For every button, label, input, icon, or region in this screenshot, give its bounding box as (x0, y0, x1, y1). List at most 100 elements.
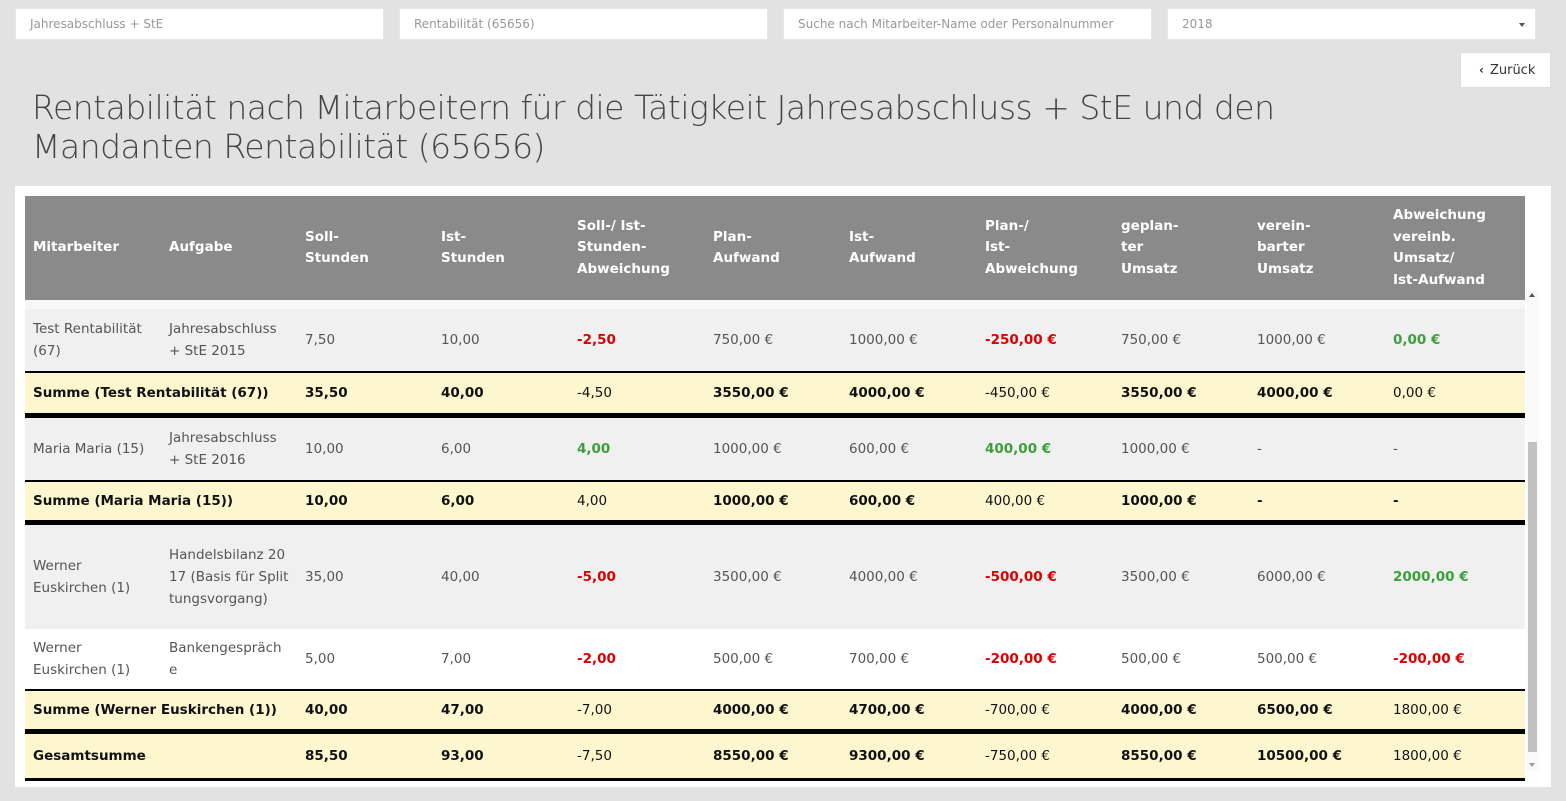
col-header-mitarbeiter[interactable]: Mitarbeiter (25, 196, 161, 300)
year-select[interactable]: 2018 (1167, 8, 1536, 40)
col-header-label: Umsatz/ (1393, 250, 1455, 266)
col-header-label: Soll-/ Ist- (577, 217, 646, 234)
cell-geplanter-umsatz: 3500,00 € (1113, 522, 1249, 629)
col-header-label: Stunden (305, 250, 369, 266)
scroll-down-arrow-icon[interactable] (1529, 763, 1535, 767)
col-header-label: Stunden- (577, 239, 647, 256)
employee-search-input[interactable] (798, 10, 1137, 38)
cell-umsatz-abweichung: -200,00 € (1385, 629, 1525, 690)
cell-vereinbarter-umsatz: 10500,00 € (1249, 730, 1385, 781)
cell-plan-aufwand: 1000,00 € (705, 415, 841, 481)
sum-row: Summe (Test Rentabilität (67)) 35,50 40,… (25, 371, 1525, 418)
cell-geplanter-umsatz: 1000,00 € (1113, 480, 1249, 525)
cell-total-label: Gesamtsumme (25, 730, 297, 781)
col-header-ist-stunden[interactable]: Ist- Stunden (433, 196, 569, 300)
client-filter-value: Rentabilität (65656) (414, 17, 535, 31)
cell-soll-stunden: 35,50 (297, 371, 433, 418)
cell-mitarbeiter: Maria Maria (15) (25, 415, 161, 481)
cell-aufwand-abweichung: 400,00 € (977, 415, 1113, 481)
back-button[interactable]: ‹ Zurück (1460, 52, 1551, 88)
table-row[interactable]: Maria Maria (15) Jahresabschluss + StE 2… (25, 415, 1525, 481)
col-header-label: Umsatz (1257, 260, 1314, 277)
cell-soll-stunden: 10,00 (297, 415, 433, 481)
cell-soll-stunden: 5,00 (297, 629, 433, 690)
cell-vereinbarter-umsatz: 6000,00 € (1249, 522, 1385, 629)
col-header-label: ter (1121, 239, 1144, 256)
cell-ist-stunden: 10,00 (433, 309, 569, 372)
cell-umsatz-abweichung: - (1385, 480, 1525, 525)
col-header-stunden-abweichung[interactable]: Soll-/ Ist- Stunden- Abweichung (569, 196, 705, 300)
table-scroll-area[interactable]: Mitarbeiter Aufgabe Soll- Stunden Ist- Stu… (25, 196, 1526, 781)
cell-vereinbarter-umsatz: 6500,00 € (1249, 689, 1385, 734)
col-header-umsatz-abweichung[interactable]: Abweichung vereinb. Umsatz/Ist-Aufwand (1385, 196, 1525, 300)
cell-stunden-abweichung: 4,00 (569, 415, 705, 481)
col-header-label: Ist- (985, 239, 1011, 256)
col-header-label: Abweichung (985, 260, 1078, 277)
client-filter-input[interactable]: Rentabilität (65656) (399, 8, 768, 40)
col-header-aufwand-abweichung[interactable]: Plan-/ Ist- Abweichung (977, 196, 1113, 300)
cell-sum-label: Summe (Maria Maria (15)) (25, 480, 297, 525)
cell-ist-aufwand: 600,00 € (841, 480, 977, 525)
cell-aufgabe: Jahresabschluss + StE 2016 (161, 415, 297, 481)
cell-ist-aufwand: 4000,00 € (841, 522, 977, 629)
header-spacer (25, 300, 1525, 309)
scroll-up-arrow-icon[interactable] (1529, 293, 1535, 297)
col-header-label: Soll- (305, 228, 339, 245)
cell-soll-stunden: 7,50 (297, 309, 433, 372)
col-header-geplanter-umsatz[interactable]: geplan-ter Umsatz (1113, 196, 1249, 300)
col-header-vereinbarter-umsatz[interactable]: verein-barter Umsatz (1249, 196, 1385, 300)
cell-aufwand-abweichung: -200,00 € (977, 629, 1113, 690)
cell-stunden-abweichung: -2,00 (569, 629, 705, 690)
chevron-down-icon (1519, 23, 1525, 27)
table-scrollbar[interactable] (1526, 290, 1539, 771)
col-header-ist-aufwand[interactable]: Ist- Aufwand (841, 196, 977, 300)
cell-ist-aufwand: 4700,00 € (841, 689, 977, 734)
cell-vereinbarter-umsatz: - (1249, 480, 1385, 525)
col-header-label: Abweichung (577, 260, 670, 277)
col-header-aufgabe[interactable]: Aufgabe (161, 196, 297, 300)
col-header-label: Plan-/ (985, 217, 1029, 234)
cell-plan-aufwand: 8550,00 € (705, 730, 841, 781)
col-header-label: Ist- (849, 228, 875, 245)
activity-filter-input[interactable]: Jahresabschluss + StE (15, 8, 384, 40)
cell-vereinbarter-umsatz: 500,00 € (1249, 629, 1385, 690)
table-row[interactable]: Werner Euskirchen (1) Bankengespräche 5,… (25, 629, 1525, 690)
cell-ist-stunden: 40,00 (433, 371, 569, 418)
col-header-label: Ist-Aufwand (1393, 271, 1485, 288)
cell-ist-stunden: 7,00 (433, 629, 569, 690)
cell-aufwand-abweichung: 400,00 € (977, 480, 1113, 525)
spacer-cell (25, 300, 1525, 309)
cell-umsatz-abweichung: 0,00 € (1385, 309, 1525, 372)
cell-geplanter-umsatz: 500,00 € (1113, 629, 1249, 690)
total-row: Gesamtsumme 85,50 93,00 -7,50 8550,00 € … (25, 730, 1525, 781)
cell-mitarbeiter: Werner Euskirchen (1) (25, 522, 161, 629)
sum-row: Summe (Werner Euskirchen (1)) 40,00 47,0… (25, 689, 1525, 734)
cell-plan-aufwand: 750,00 € (705, 309, 841, 372)
employee-search-field[interactable] (783, 8, 1152, 40)
col-header-soll-stunden[interactable]: Soll- Stunden (297, 196, 433, 300)
cell-ist-aufwand: 600,00 € (841, 415, 977, 481)
cell-stunden-abweichung: -2,50 (569, 309, 705, 372)
scrollbar-thumb[interactable] (1528, 442, 1537, 752)
cell-stunden-abweichung: 4,00 (569, 480, 705, 525)
table-row[interactable]: Werner Euskirchen (1) Handelsbilanz 2017… (25, 522, 1525, 629)
back-button-label: Zurück (1489, 63, 1536, 78)
cell-stunden-abweichung: -7,00 (569, 689, 705, 734)
table-row[interactable]: Test Rentabilität (67) Jahresabschluss +… (25, 309, 1525, 372)
col-header-label: Mitarbeiter (33, 239, 119, 256)
cell-umsatz-abweichung: 1800,00 € (1385, 730, 1525, 781)
col-header-label: Aufwand (849, 250, 916, 266)
chevron-left-icon: ‹ (1479, 63, 1484, 77)
cell-ist-aufwand: 9300,00 € (841, 730, 977, 781)
cell-plan-aufwand: 1000,00 € (705, 480, 841, 525)
cell-aufwand-abweichung: -750,00 € (977, 730, 1113, 781)
year-select-value: 2018 (1182, 17, 1213, 31)
sum-row: Summe (Maria Maria (15)) 10,00 6,00 4,00… (25, 480, 1525, 525)
col-header-label: verein- (1257, 217, 1311, 234)
cell-ist-stunden: 40,00 (433, 522, 569, 629)
cell-ist-aufwand: 700,00 € (841, 629, 977, 690)
cell-vereinbarter-umsatz: 1000,00 € (1249, 309, 1385, 372)
cell-aufwand-abweichung: -700,00 € (977, 689, 1113, 734)
cell-umsatz-abweichung: 0,00 € (1385, 371, 1525, 418)
col-header-plan-aufwand[interactable]: Plan- Aufwand (705, 196, 841, 300)
